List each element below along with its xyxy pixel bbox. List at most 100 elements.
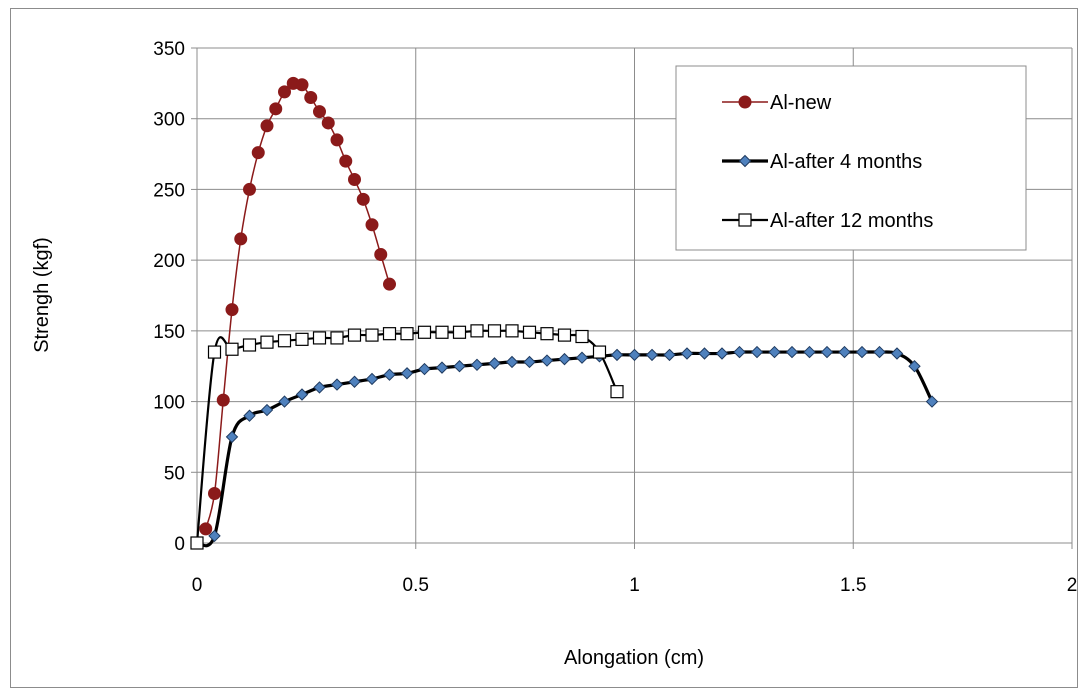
data-point xyxy=(295,388,309,401)
x-tick-label: 0.5 xyxy=(403,575,429,596)
y-tick-label: 250 xyxy=(153,180,185,201)
data-point xyxy=(225,430,239,444)
y-axis-title: Strengh (kgf) xyxy=(31,237,53,353)
data-point xyxy=(313,381,326,394)
data-point xyxy=(339,154,353,168)
x-axis-title: Alongation (cm) xyxy=(564,647,704,669)
data-point xyxy=(269,102,283,116)
data-point xyxy=(908,360,921,373)
data-point xyxy=(260,335,274,349)
data-point xyxy=(628,348,641,362)
data-point xyxy=(592,345,607,359)
data-point xyxy=(890,347,904,360)
data-point xyxy=(452,325,467,339)
data-point xyxy=(312,331,327,345)
data-point xyxy=(838,345,851,359)
data-point xyxy=(610,348,624,362)
data-point xyxy=(540,327,554,341)
data-point xyxy=(207,345,222,359)
legend-marker xyxy=(738,154,752,168)
x-tick-label: 1.5 xyxy=(840,575,866,596)
data-point xyxy=(199,522,213,536)
data-point xyxy=(374,247,388,261)
data-point xyxy=(295,332,309,346)
y-tick-label: 0 xyxy=(174,534,185,555)
legend: Al-new Al-after 4 months Al-after 12 month… xyxy=(675,65,1027,251)
series-2 xyxy=(190,324,624,550)
legend-label: Al-after 4 months xyxy=(770,151,922,173)
data-point xyxy=(295,78,309,92)
x-tick-label: 0 xyxy=(192,575,203,596)
series-1 xyxy=(190,345,939,550)
x-tick-label: 1 xyxy=(629,575,640,596)
series-0 xyxy=(199,76,396,536)
data-point xyxy=(225,342,239,356)
data-point xyxy=(803,345,816,359)
y-tick-label: 350 xyxy=(153,39,185,60)
data-point xyxy=(208,529,221,543)
data-point xyxy=(225,303,239,317)
data-point xyxy=(575,329,589,344)
data-point xyxy=(418,362,431,376)
data-point xyxy=(522,325,537,339)
y-tick-label: 200 xyxy=(153,251,185,272)
legend-marker xyxy=(738,213,752,227)
data-point xyxy=(190,536,204,550)
data-point xyxy=(663,348,676,362)
data-point xyxy=(234,232,248,246)
y-tick-label: 300 xyxy=(153,110,185,131)
legend-label: Al-new xyxy=(770,92,832,114)
data-point xyxy=(304,91,318,104)
data-point xyxy=(470,358,484,372)
x-tick-label: 2 xyxy=(1067,575,1078,596)
data-point xyxy=(400,327,414,341)
data-point xyxy=(750,345,764,359)
data-point xyxy=(557,328,572,342)
data-point xyxy=(243,182,256,196)
y-tick-label: 150 xyxy=(153,322,185,343)
data-point xyxy=(558,352,571,366)
data-point xyxy=(330,133,344,147)
data-point xyxy=(383,368,396,381)
data-point xyxy=(383,277,396,291)
data-point xyxy=(435,361,449,374)
data-point xyxy=(855,345,869,359)
data-point xyxy=(453,360,466,373)
data-point xyxy=(278,85,291,99)
data-point xyxy=(365,328,379,342)
data-point xyxy=(347,328,362,342)
data-point xyxy=(278,395,291,408)
data-point xyxy=(470,324,484,338)
series-layer xyxy=(190,76,939,550)
data-point xyxy=(260,119,274,133)
y-tick-label: 100 xyxy=(153,393,185,414)
data-point xyxy=(348,173,361,187)
data-point xyxy=(216,393,230,407)
data-point xyxy=(330,331,344,345)
data-point xyxy=(488,357,501,370)
series-line xyxy=(196,350,934,548)
data-point xyxy=(348,375,361,388)
data-point xyxy=(575,351,589,364)
data-point xyxy=(243,409,256,422)
data-point xyxy=(487,324,502,338)
data-point xyxy=(785,345,799,359)
axes xyxy=(191,47,1073,549)
data-point xyxy=(417,325,432,339)
data-point xyxy=(925,395,939,408)
series-line xyxy=(195,329,619,544)
data-point xyxy=(680,347,694,360)
data-point xyxy=(251,146,265,160)
data-point xyxy=(382,327,397,341)
data-point xyxy=(715,347,729,360)
data-point xyxy=(313,105,326,119)
y-tick-label: 50 xyxy=(164,463,185,484)
data-point xyxy=(873,345,886,359)
data-point xyxy=(540,354,554,367)
data-point xyxy=(820,345,834,359)
data-point xyxy=(365,218,379,232)
data-point xyxy=(523,355,536,369)
data-point xyxy=(698,347,711,360)
data-point xyxy=(208,487,221,500)
